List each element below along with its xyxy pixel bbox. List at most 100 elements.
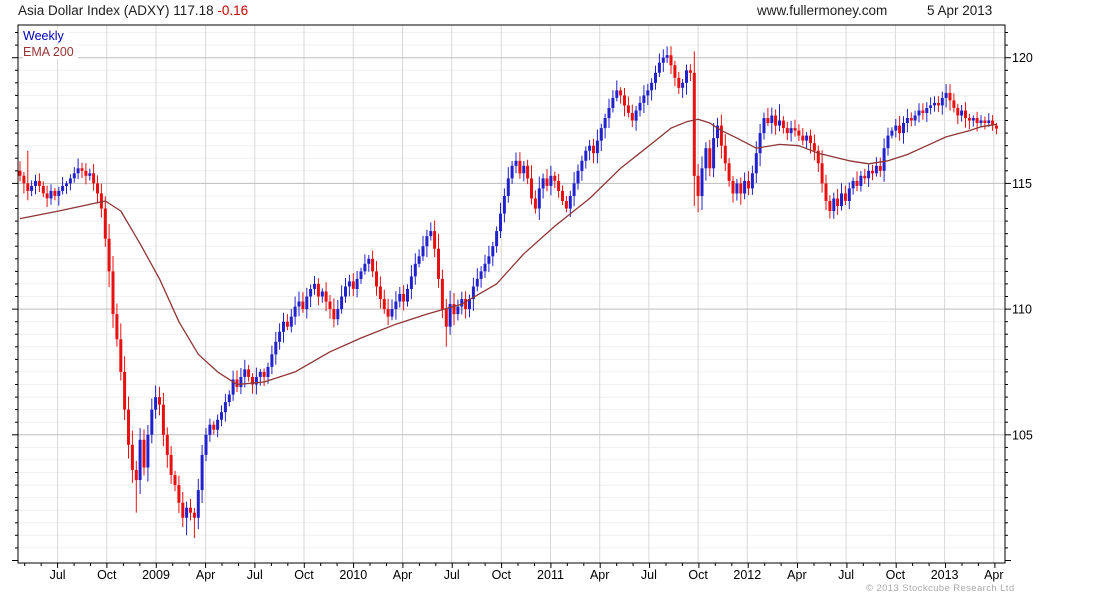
candle-body [444,309,448,327]
candle-body [297,301,301,307]
candle-body [758,133,762,154]
x-axis-label: Oct [97,568,117,582]
candle-body [979,120,983,123]
candle-body [696,175,700,196]
candle-body [642,95,646,103]
candle-body [921,110,925,113]
candle-body [611,97,615,108]
candle-body [328,301,332,309]
candle-body [816,150,820,164]
y-axis-labels: 105 110 115 120 [1012,51,1033,442]
candle-body [983,120,987,123]
candle-body [704,148,708,169]
candle-body [243,369,247,377]
y-axis-label: 115 [1012,177,1032,191]
candle-body [409,276,413,289]
chart-title: Asia Dollar Index (ADXY) 117.18 -0.16 [18,3,248,18]
candle-body [305,296,309,310]
candle-body [607,108,611,119]
candle-body [386,309,390,317]
x-axis-label: Jul [838,568,854,582]
candle-body [595,140,599,154]
candle-body [332,309,336,320]
candle-body [657,62,661,73]
candle-body [437,248,440,279]
x-axis-label: 2010 [339,568,367,582]
candle-body [576,170,580,184]
candle-body [421,246,425,257]
candle-body [793,128,797,131]
candle-body [495,231,499,247]
candle-body [898,125,902,134]
candle-body [270,354,274,367]
legend-ema-label: EMA 200 [23,45,78,59]
candle-body [336,309,340,320]
candle-body [871,170,874,174]
candle-body [88,173,92,176]
candle-body [754,153,758,174]
copyright-notice: © 2013 Stockcube Research Ltd [866,583,1015,594]
candle-body [530,178,533,199]
candle-body [739,183,743,194]
candle-body [433,231,437,249]
candle-body [545,178,549,186]
candle-body [169,454,173,475]
candle-body [111,271,115,315]
candle-body [320,291,324,297]
candle-body [514,160,518,166]
candle-body [580,160,584,171]
candle-body [138,439,142,480]
candle-body [123,371,127,410]
candle-body [479,271,483,279]
candle-body [22,175,26,184]
candle-body [344,286,347,297]
candle-body [572,183,576,196]
candle-body [130,444,134,470]
candle-body [158,397,161,405]
candle-body [967,118,971,121]
ema-line [19,118,997,386]
candle-body [313,283,316,289]
candle-body [57,190,61,196]
candle-body [688,70,692,73]
candle-body [239,377,243,388]
gridlines-major [18,57,1005,436]
candle-body [820,163,824,184]
x-axis-label: Oct [492,568,512,582]
candle-body [340,296,344,310]
candle-body [743,180,747,194]
candle-body [394,301,398,309]
candle-body [537,188,541,209]
candle-body [119,339,123,372]
x-axis-label: Jul [641,568,657,582]
candle-body [599,128,603,141]
candle-body [894,125,898,131]
candle-body [406,289,409,302]
candle-body [440,278,444,310]
x-axis-label: Apr [590,568,609,582]
candle-body [661,57,665,63]
candle-body [378,286,382,300]
candle-body [103,208,107,239]
candle-body [200,454,204,491]
candle-body [789,128,793,134]
candle-body [189,507,192,513]
candle-body [316,283,320,297]
candle-body [347,281,351,287]
candle-body [685,70,688,83]
candle-body [216,419,220,430]
candle-body [975,118,979,123]
candle-body [716,125,719,139]
candle-body [533,198,537,209]
candle-body [99,193,103,209]
candle-body [650,82,654,91]
candle-body [890,130,894,136]
x-axis-label: 2011 [537,568,564,582]
candle-body [518,160,522,174]
candle-body [181,502,185,518]
candle-body [549,175,553,186]
candle-body [905,118,909,123]
candle-body [460,299,464,307]
candle-body [251,377,254,385]
